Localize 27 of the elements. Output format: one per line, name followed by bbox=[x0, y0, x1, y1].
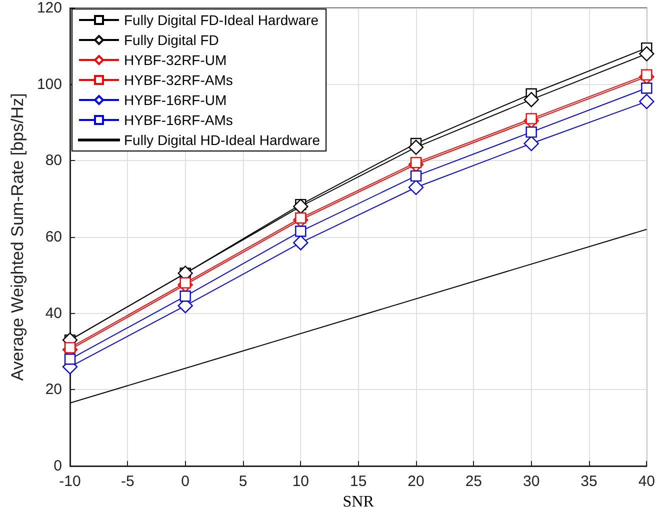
x-tick-label: 25 bbox=[465, 473, 482, 490]
y-tick-label: 0 bbox=[54, 458, 62, 474]
legend-label: HYBF-32RF-UM bbox=[124, 52, 227, 68]
legend-label: Fully Digital FD-Ideal Hardware bbox=[124, 12, 319, 28]
x-tick-label: 40 bbox=[638, 473, 655, 490]
y-tick-label: 120 bbox=[36, 0, 62, 16]
x-tick-label: -5 bbox=[120, 473, 134, 490]
x-axis-title: SNR bbox=[342, 494, 374, 510]
y-tick-label: 40 bbox=[45, 304, 62, 322]
legend-label: HYBF-16RF-AMs bbox=[124, 112, 233, 128]
x-tick-label: 30 bbox=[522, 473, 540, 490]
legend-label: HYBF-16RF-UM bbox=[124, 92, 227, 108]
x-tick-label: 10 bbox=[292, 473, 310, 490]
x-tick-label: 20 bbox=[408, 473, 424, 490]
y-tick-label: 80 bbox=[45, 152, 62, 170]
x-tick-label: 5 bbox=[238, 473, 248, 490]
legend-label: Fully Digital FD bbox=[124, 32, 219, 48]
x-tick-label: 15 bbox=[350, 473, 367, 490]
y-tick-label: 60 bbox=[45, 228, 62, 246]
y-tick-label: 100 bbox=[36, 76, 62, 93]
x-tick-label: 35 bbox=[580, 473, 598, 490]
legend-label: HYBF-32RF-AMs bbox=[124, 72, 233, 88]
x-tick-label: 0 bbox=[181, 473, 190, 490]
y-tick-label: 20 bbox=[45, 381, 62, 398]
y-axis-title: Average Weighted Sum-Rate [bps/Hz] bbox=[8, 93, 28, 381]
x-tick-label: -10 bbox=[59, 473, 81, 490]
legend-label: Fully Digital HD-Ideal Hardware bbox=[124, 132, 320, 148]
